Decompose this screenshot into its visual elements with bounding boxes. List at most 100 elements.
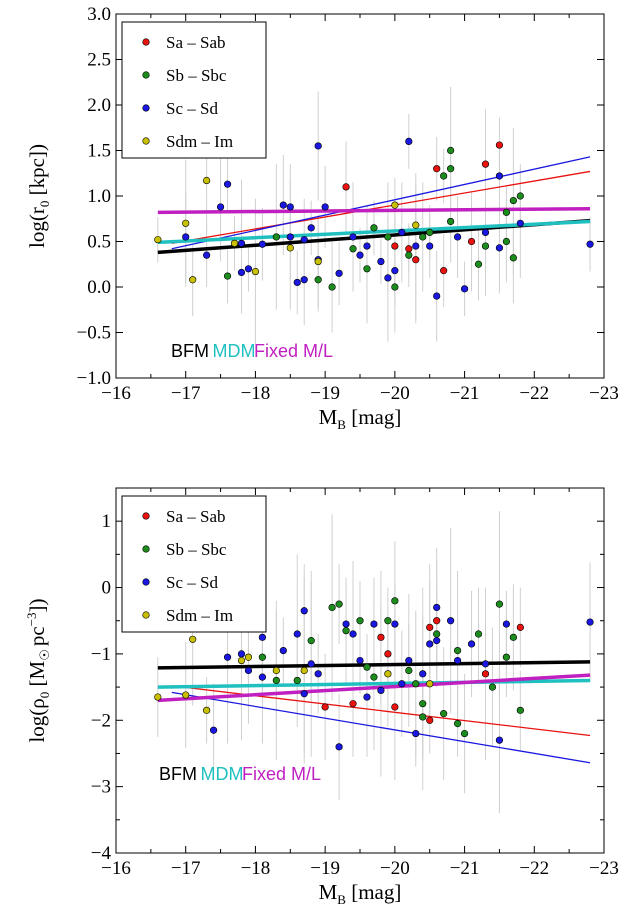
data-point-sb-sbc: [516, 706, 524, 714]
data-point-sdm-im: [230, 239, 239, 247]
data-point-sb-sbc: [405, 666, 413, 675]
legend-marker-sdm-im: [142, 137, 150, 145]
data-point-sa-sab: [391, 703, 399, 711]
data-point-sc-sd: [405, 137, 413, 145]
y-tick-label: −2: [91, 710, 111, 731]
data-point-sc-sd: [286, 203, 294, 211]
legend-label-sb-sbc: Sb – Sbc: [166, 540, 227, 559]
data-point-sc-sd: [377, 257, 385, 266]
data-point-sb-sbc: [384, 617, 392, 625]
x-tick-label: −23: [589, 383, 619, 404]
data-point-sc-sd: [244, 265, 253, 273]
legend-marker-sb-sbc: [142, 71, 150, 79]
data-point-sc-sd: [216, 203, 225, 211]
data-point-sa-sab: [426, 623, 434, 631]
data-point-sb-sbc: [307, 637, 315, 645]
data-point-sb-sbc: [502, 653, 511, 661]
data-point-sdm-im: [244, 653, 253, 661]
data-point-sb-sbc: [370, 673, 378, 681]
data-point-sb-sbc: [474, 260, 483, 268]
legend-label-sc-sd: Sc – Sd: [166, 99, 218, 118]
data-point-sb-sbc: [488, 683, 497, 691]
annotation-bfm: BFM: [159, 764, 197, 784]
y-tick-label: 3.0: [87, 4, 111, 25]
x-tick-label: −18: [241, 858, 271, 879]
data-point-sc-sd: [433, 637, 441, 645]
data-point-sa-sab: [349, 700, 357, 708]
data-point-sc-sd: [454, 656, 462, 665]
x-tick-label: −21: [450, 858, 480, 879]
annotation-mdm: MDM: [213, 341, 256, 361]
y-tick-label: −0.5: [77, 323, 111, 344]
data-point-sc-sd: [495, 244, 504, 252]
data-point-sc-sd: [223, 653, 232, 661]
data-point-sa-sab: [391, 242, 399, 250]
data-point-sa-sab: [433, 617, 441, 625]
data-point-sa-sab: [321, 703, 329, 711]
y-axis-label: log(ρ0 [M☉pc−3]): [24, 598, 52, 742]
y-tick-label: 0.0: [87, 277, 111, 298]
data-point-sc-sd: [454, 233, 462, 241]
y-tick-label: −3: [91, 777, 111, 798]
annotation-bfm: BFM: [171, 341, 209, 361]
data-point-sc-sd: [279, 646, 287, 655]
data-point-sdm-im: [154, 236, 162, 244]
data-point-sc-sd: [419, 670, 427, 678]
data-point-sdm-im: [272, 666, 280, 675]
y-axis-label: log(r0 [kpc]): [25, 144, 52, 248]
fit-line-bfm: [157, 660, 591, 670]
data-point-sc-sd: [460, 285, 469, 293]
x-tick-label: −17: [171, 383, 201, 404]
y-tick-label: 1.0: [87, 186, 111, 207]
data-point-sb-sbc: [419, 233, 427, 241]
fit-line-mdm: [157, 678, 591, 689]
data-point-sc-sd: [258, 673, 267, 681]
data-point-sa-sab: [440, 267, 448, 275]
x-tick-label: −17: [171, 858, 201, 879]
data-point-sb-sbc: [405, 251, 413, 259]
data-point-sc-sd: [384, 274, 392, 282]
data-point-sc-sd: [203, 251, 211, 259]
y-tick-label: 1.5: [87, 141, 111, 162]
data-point-sb-sbc: [426, 228, 434, 236]
fit-line-sa-sab-fit: [171, 170, 591, 244]
fit-line-fixed-m-l: [157, 206, 591, 215]
y-tick-label: −1.0: [77, 368, 111, 389]
data-point-sa-sab: [342, 183, 350, 191]
data-point-sb-sbc: [342, 627, 350, 635]
data-point-sb-sbc: [391, 283, 399, 291]
data-point-sb-sbc: [363, 265, 371, 273]
data-point-sc-sd: [433, 292, 441, 300]
data-point-sc-sd: [342, 620, 350, 628]
data-point-sc-sd: [307, 224, 315, 232]
x-tick-label: −16: [101, 383, 131, 404]
data-point-sb-sbc: [440, 710, 448, 718]
legend-marker-sb-sbc: [142, 545, 150, 553]
legend-marker-sa-sab: [142, 38, 150, 46]
data-point-sdm-im: [314, 257, 322, 266]
data-point-sc-sd: [412, 242, 420, 250]
data-point-sc-sd: [335, 269, 343, 277]
data-point-sc-sd: [321, 203, 329, 211]
data-point-sc-sd: [495, 172, 504, 180]
data-point-sc-sd: [258, 633, 267, 641]
x-tick-label: −19: [310, 383, 340, 404]
data-point-sb-sbc: [509, 633, 517, 641]
data-point-sb-sbc: [447, 217, 455, 226]
data-point-sb-sbc: [412, 680, 420, 688]
data-point-sa-sab: [467, 237, 476, 246]
data-point-sb-sbc: [314, 276, 322, 284]
annotation-fixed-m-l: Fixed M/L: [254, 341, 333, 361]
data-point-sdm-im: [251, 267, 260, 276]
legend-marker-sc-sd: [142, 578, 150, 586]
data-point-sc-sd: [300, 236, 308, 244]
x-tick-label: −22: [519, 858, 549, 879]
data-point-sc-sd: [349, 630, 357, 638]
fit-line-sc-sd-fit: [171, 156, 591, 250]
data-point-sdm-im: [203, 176, 211, 185]
data-point-sc-sd: [286, 233, 294, 241]
data-point-sc-sd: [391, 267, 399, 275]
legend-label-sdm-im: Sdm – Im: [166, 132, 233, 151]
data-point-sb-sbc: [384, 233, 392, 241]
